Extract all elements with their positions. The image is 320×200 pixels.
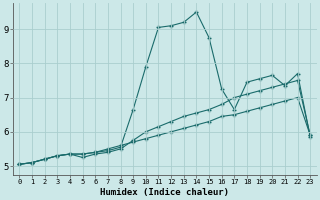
X-axis label: Humidex (Indice chaleur): Humidex (Indice chaleur) [100, 188, 229, 197]
